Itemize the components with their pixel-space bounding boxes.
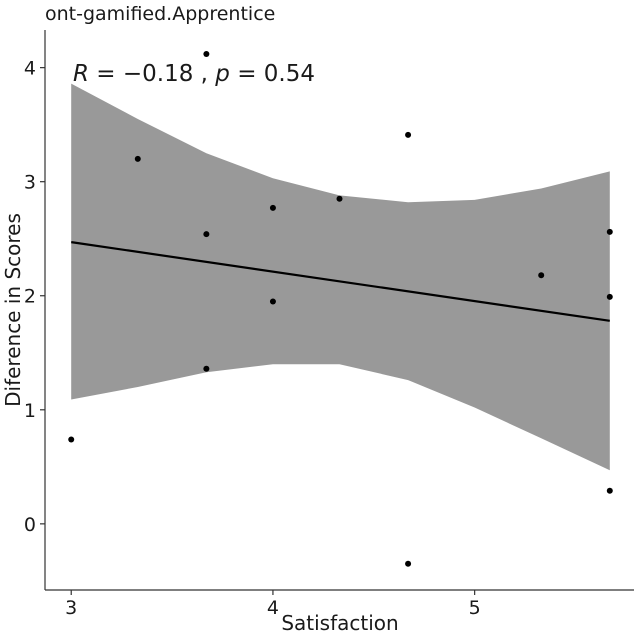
y-tick-label: 4: [24, 58, 36, 80]
data-point: [405, 131, 412, 138]
data-point: [203, 365, 210, 372]
confidence-band-layer: [71, 83, 610, 471]
panel-title: ont-gamified.Apprentice: [45, 3, 275, 25]
data-point: [203, 50, 210, 57]
data-point: [405, 560, 412, 567]
data-point: [269, 298, 276, 305]
x-ticks: 3 4 5: [65, 590, 481, 619]
stat-annotation: R = −0.18 , p = 0.54: [73, 61, 315, 87]
data-point: [203, 231, 210, 238]
x-axis-label: Satisfaction: [281, 611, 398, 635]
data-point: [606, 487, 613, 494]
regression-line-layer: [71, 241, 610, 322]
x-tick-label: 4: [267, 597, 279, 619]
data-point: [606, 293, 613, 300]
y-tick-label: 2: [24, 286, 36, 308]
points-layer: [68, 50, 613, 567]
y-tick-label: 1: [24, 400, 36, 422]
p-value: = 0.54: [230, 61, 315, 87]
regression-line: [71, 241, 610, 322]
r-value: = −0.18 ,: [89, 61, 215, 87]
x-tick-label: 5: [469, 597, 481, 619]
data-point: [134, 155, 141, 162]
data-point: [538, 272, 545, 279]
y-tick-label: 3: [24, 172, 36, 194]
p-symbol: p: [214, 61, 230, 87]
confidence-band: [71, 83, 610, 471]
data-point: [68, 436, 75, 443]
y-axis-label: Diference in Scores: [1, 213, 25, 407]
y-tick-label: 0: [24, 514, 36, 536]
data-point: [336, 195, 343, 202]
data-point: [606, 228, 613, 235]
data-point: [269, 204, 276, 211]
x-tick-label: 3: [65, 597, 77, 619]
r-symbol: R: [73, 61, 89, 87]
y-ticks: 0 1 2 3 4: [24, 58, 45, 536]
